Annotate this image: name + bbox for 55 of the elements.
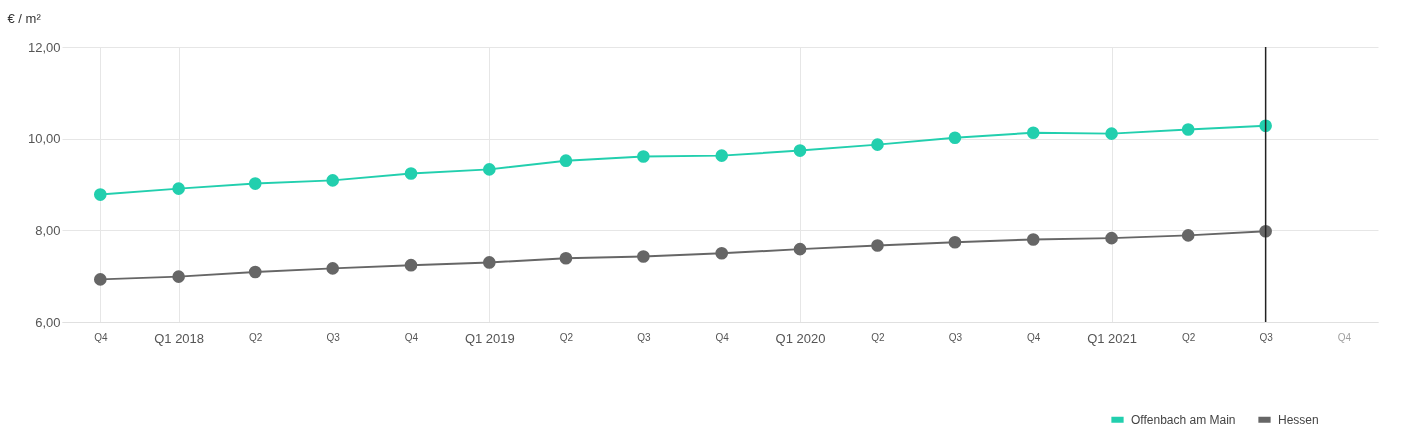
x-tick-label: Q4 [715,331,730,343]
y-tick-label: 10,00 [27,131,61,147]
point [326,174,340,187]
x-tick-label: Q4 [404,331,419,343]
x-tick-label: Q4 [1337,331,1352,343]
point [948,131,962,145]
x-tick-label: Q3 [637,331,651,343]
x-tick-label: Q4 [1027,331,1041,343]
point [1105,231,1118,245]
y-tick-label: 12,00 [27,39,61,55]
x-tick-label: Q4 [94,331,108,343]
point [1259,119,1272,133]
point [1105,127,1118,140]
point [637,150,650,163]
point [93,273,107,286]
point [948,235,962,249]
x-tick-label: Q3 [1259,331,1274,343]
legend-label: Hessen [1278,412,1319,426]
x-tick-label: Q1 2018 [154,330,205,346]
point [559,251,573,265]
point [1026,233,1040,246]
point [93,188,107,201]
point [172,182,185,195]
x-tick-label: Q1 2021 [1087,330,1137,346]
point [871,239,884,252]
point [637,250,650,263]
point [248,177,262,190]
x-tick-label: Q2 [249,331,263,343]
point [715,149,729,162]
x-tick-label: Q3 [948,331,963,343]
point [1026,126,1040,140]
legend-label: Offenbach am Main [1131,412,1236,426]
point [404,167,418,180]
x-tick-label: Q2 [871,331,886,343]
point [172,270,185,283]
point [1181,123,1195,136]
point [326,262,340,275]
point [1181,229,1195,242]
point [715,246,729,260]
x-tick-label: Q1 2020 [775,330,826,346]
y-tick-label: 6,00 [35,314,61,330]
point [404,258,418,272]
y-axis-title: € / m² [7,10,42,26]
x-tick-label: Q2 [1182,331,1196,343]
y-tick-label: 8,00 [35,222,61,238]
point [559,154,573,167]
point [793,144,807,157]
x-tick-label: Q1 2019 [464,330,515,346]
point [248,265,262,279]
x-tick-label: Q3 [326,331,341,343]
point [482,163,496,176]
x-tick-label: Q2 [559,331,574,343]
point [793,242,807,256]
point [482,256,496,269]
point [871,138,884,151]
